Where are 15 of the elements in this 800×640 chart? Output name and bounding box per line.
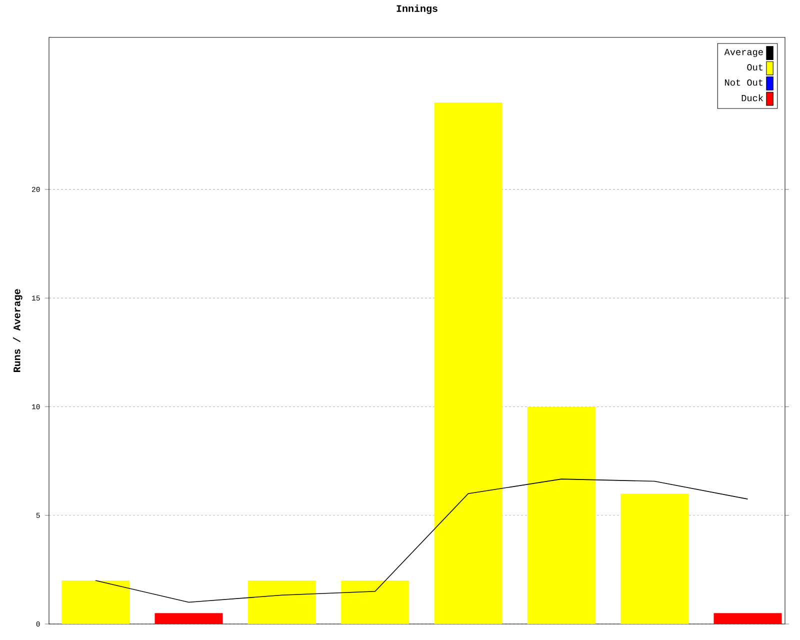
chart-title: Innings — [396, 4, 438, 14]
bar — [62, 580, 130, 624]
legend-label: Duck — [742, 94, 764, 102]
legend-label: Out — [747, 64, 763, 70]
bar — [154, 613, 223, 624]
bar — [714, 613, 782, 624]
bar — [341, 580, 410, 624]
bar — [248, 580, 316, 624]
bar — [620, 494, 689, 624]
y-axis-title: Runs / Average — [12, 289, 22, 372]
legend-label: Average — [724, 48, 763, 58]
legend-label: Not Out — [725, 79, 763, 86]
bar — [434, 102, 502, 624]
line-series — [95, 478, 748, 603]
bar — [527, 406, 596, 624]
